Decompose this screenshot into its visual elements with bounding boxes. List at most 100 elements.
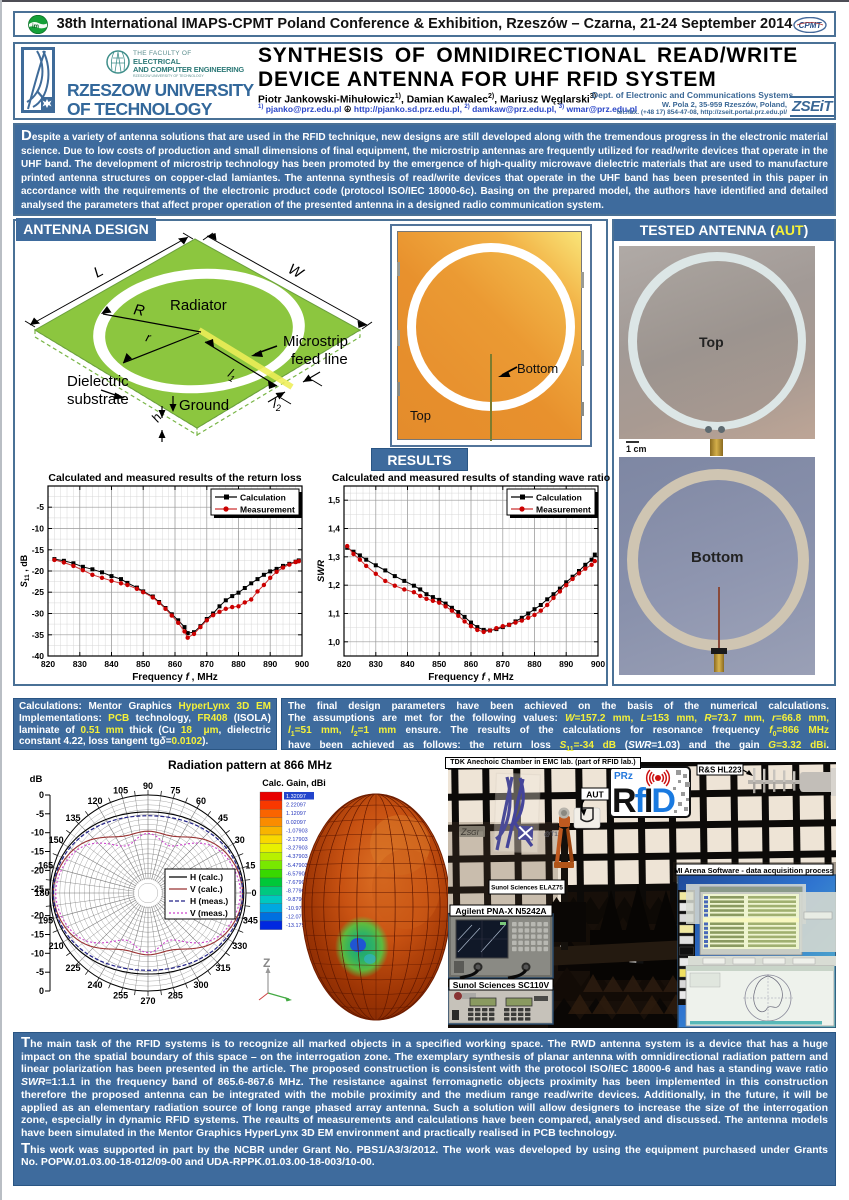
svg-text:Measurement: Measurement [536,505,591,515]
svg-text:165: 165 [38,861,53,871]
svg-text:-20: -20 [31,911,44,921]
svg-text:Microstrip: Microstrip [283,333,348,350]
svg-text:@T15: @T15 [544,831,562,838]
svg-text:-9.87903: -9.87903 [286,897,308,903]
svg-text:285: 285 [168,990,183,1000]
svg-text:-15: -15 [31,847,44,857]
svg-text:L: L [91,263,106,282]
svg-text:870: 870 [200,659,214,669]
svg-text:Calculation: Calculation [240,493,286,503]
svg-text:1,1: 1,1 [328,609,340,619]
svg-text:330: 330 [232,941,247,951]
svg-text:Calculation: Calculation [536,493,582,503]
svg-text:1.12097: 1.12097 [286,811,306,817]
svg-text:Calculated and measured result: Calculated and measured results of stand… [332,472,610,484]
svg-text:820: 820 [337,659,351,669]
svg-text:-7.67903: -7.67903 [286,880,308,886]
svg-text:2.22097: 2.22097 [286,803,306,809]
svg-text:-1.07903: -1.07903 [286,828,308,834]
svg-text:-15: -15 [32,545,45,555]
svg-text:Radiator: Radiator [170,297,227,314]
svg-text:1,4: 1,4 [328,524,340,534]
svg-text:-5: -5 [36,967,44,977]
svg-text:90: 90 [143,781,153,791]
svg-text:-5: -5 [36,502,44,512]
svg-text:820: 820 [41,659,55,669]
svg-text:Measurement: Measurement [240,505,295,515]
svg-text:270: 270 [140,996,155,1006]
svg-text:-4.37903: -4.37903 [286,854,308,860]
svg-text:Frequency f , MHz: Frequency f , MHz [428,672,514,683]
svg-text:-10: -10 [31,948,44,958]
svg-text:-25: -25 [31,884,44,894]
svg-text:225: 225 [65,963,80,973]
svg-text:SWR: SWR [316,560,327,582]
svg-text:890: 890 [559,659,573,669]
svg-text:210: 210 [49,941,64,951]
svg-text:890: 890 [263,659,277,669]
svg-text:AUT: AUT [586,790,604,800]
svg-text:substrate: substrate [67,391,129,408]
svg-text:dB: dB [30,774,43,785]
svg-text:0.02097: 0.02097 [286,820,306,826]
svg-text:1.32097: 1.32097 [286,794,306,800]
svg-text:Sunol Sciences SC110V: Sunol Sciences SC110V [453,980,550,990]
svg-text:45: 45 [218,813,228,823]
svg-text:900: 900 [295,659,309,669]
svg-text:120: 120 [87,796,102,806]
svg-text:195: 195 [38,915,53,925]
svg-text:-6.57903: -6.57903 [286,871,308,877]
svg-text:W: W [285,261,307,284]
svg-text:-3.27903: -3.27903 [286,846,308,852]
svg-text:135: 135 [65,813,80,823]
svg-text:H (calc.): H (calc.) [190,872,223,882]
svg-text:Ground: Ground [179,397,229,414]
svg-text:880: 880 [527,659,541,669]
svg-text:l2: l2 [273,396,281,413]
svg-text:850: 850 [432,659,446,669]
svg-text:840: 840 [104,659,118,669]
svg-text:1,3: 1,3 [328,552,340,562]
svg-text:105: 105 [113,786,128,796]
svg-text:-40: -40 [32,651,45,661]
svg-text:-35: -35 [32,630,45,640]
svg-text:-5.47903: -5.47903 [286,863,308,869]
svg-text:1,5: 1,5 [328,495,340,505]
svg-text:ZSGI: ZSGI [460,827,479,837]
svg-text:300: 300 [193,980,208,990]
svg-text:PRz: PRz [614,771,633,782]
svg-text:180: 180 [34,888,49,898]
svg-text:345: 345 [243,915,258,925]
svg-text:Dielectric: Dielectric [67,373,129,390]
svg-text:1,2: 1,2 [328,580,340,590]
svg-text:r: r [144,329,153,345]
svg-text:240: 240 [87,980,102,990]
svg-text:-2.17903: -2.17903 [286,837,308,843]
svg-text:30: 30 [235,835,245,845]
svg-text:75: 75 [170,786,180,796]
svg-text:0: 0 [39,986,44,996]
svg-text:S11 , dB: S11 , dB [19,554,31,587]
svg-text:-12.079: -12.079 [286,914,305,920]
svg-text:900: 900 [591,659,605,669]
svg-text:H (meas.): H (meas.) [190,896,228,906]
svg-text:850: 850 [136,659,150,669]
svg-text:830: 830 [73,659,87,669]
svg-text:150: 150 [49,835,64,845]
svg-text:-10: -10 [32,524,45,534]
svg-text:-10.979: -10.979 [286,906,305,912]
svg-text:860: 860 [168,659,182,669]
svg-text:-5: -5 [36,809,44,819]
svg-text:V (meas.): V (meas.) [190,908,228,918]
svg-text:860: 860 [464,659,478,669]
svg-text:-13.179: -13.179 [286,923,305,929]
svg-text:840: 840 [400,659,414,669]
svg-text:-15: -15 [31,930,44,940]
svg-text:RfID: RfID [612,782,675,820]
svg-text:Z: Z [263,956,270,970]
svg-text:-30: -30 [32,609,45,619]
svg-text:MI Arena Software - data acqui: MI Arena Software - data acquisition pro… [674,866,834,875]
svg-text:-25: -25 [32,587,45,597]
svg-text:255: 255 [113,990,128,1000]
svg-text:R&S HL223: R&S HL223 [698,766,742,775]
